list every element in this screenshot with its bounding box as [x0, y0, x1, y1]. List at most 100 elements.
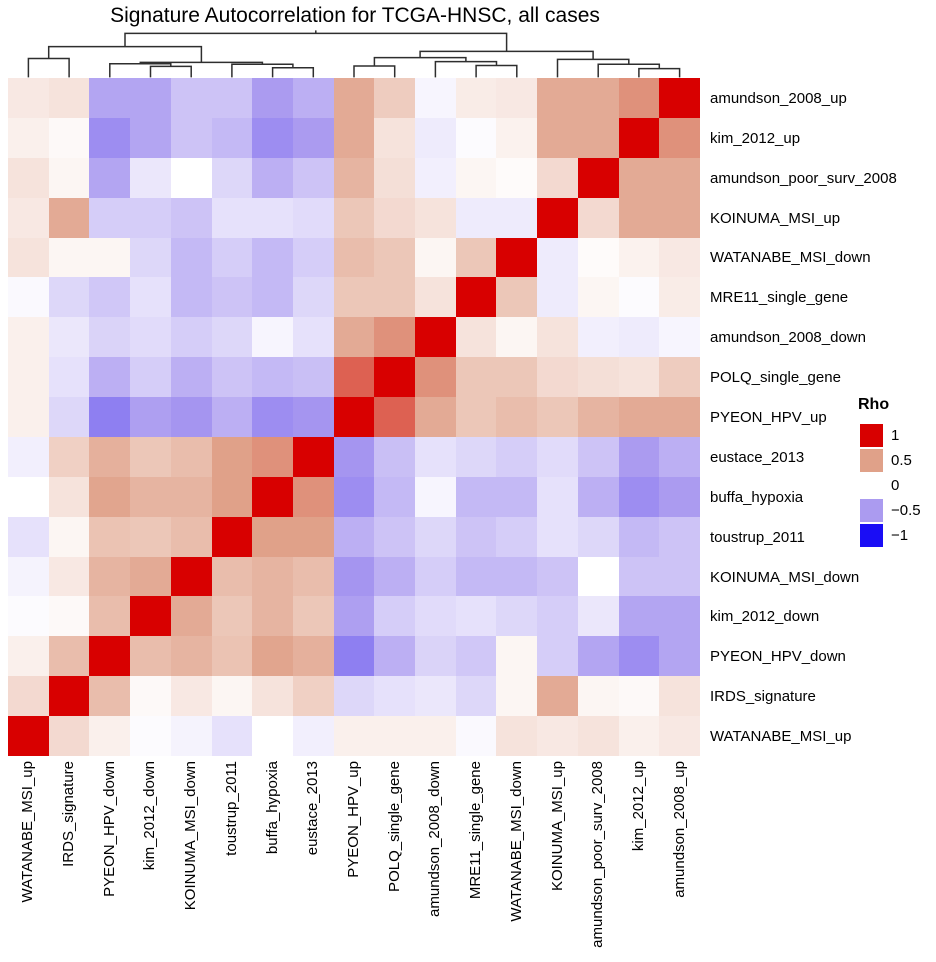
heatmap-cell	[537, 557, 578, 596]
column-label: KOINUMA_MSI_up	[549, 761, 566, 892]
column-label: KOINUMA_MSI_down	[182, 761, 199, 911]
heatmap-cell	[496, 158, 537, 198]
heatmap-cell	[619, 317, 659, 357]
heatmap-cell	[415, 158, 456, 198]
row-label: KOINUMA_MSI_up	[710, 210, 841, 227]
heatmap-cell	[8, 437, 49, 477]
heatmap-cell	[8, 596, 49, 636]
heatmap-cell	[212, 437, 252, 477]
heatmap-cell	[456, 397, 496, 437]
heatmap-cell	[456, 78, 496, 118]
heatmap-cell	[130, 437, 171, 477]
heatmap-cell	[456, 198, 496, 238]
heatmap-cell	[171, 198, 212, 238]
heatmap-cell	[456, 317, 496, 357]
heatmap-cell	[619, 78, 659, 118]
heatmap-cell	[130, 238, 171, 277]
heatmap-cell	[212, 198, 252, 238]
heatmap-cell	[8, 517, 49, 557]
heatmap-cell	[334, 517, 374, 557]
heatmap-cell	[334, 397, 374, 437]
heatmap-cell	[171, 277, 212, 317]
heatmap-cell	[171, 317, 212, 357]
heatmap-cell	[8, 676, 49, 716]
heatmap-cell	[171, 78, 212, 118]
legend-label: −0.5	[891, 502, 921, 519]
heatmap-cell	[212, 317, 252, 357]
heatmap-cell	[49, 198, 89, 238]
heatmap-cell	[496, 238, 537, 277]
heatmap-cell	[334, 437, 374, 477]
heatmap-cell	[130, 636, 171, 676]
column-label: POLQ_single_gene	[386, 761, 403, 892]
heatmap-cell	[293, 357, 334, 397]
heatmap-cell	[293, 397, 334, 437]
heatmap-cell	[89, 317, 130, 357]
heatmap-cell	[8, 158, 49, 198]
legend-swatch	[860, 424, 883, 447]
heatmap-cell	[89, 636, 130, 676]
heatmap-cell	[415, 277, 456, 317]
heatmap-cell	[456, 676, 496, 716]
heatmap-cell	[212, 357, 252, 397]
heatmap-cell	[293, 557, 334, 596]
heatmap-cell	[619, 397, 659, 437]
heatmap-cell	[89, 158, 130, 198]
heatmap-cell	[537, 596, 578, 636]
heatmap-cell	[415, 397, 456, 437]
heatmap-cell	[252, 437, 293, 477]
heatmap-cell	[293, 118, 334, 158]
heatmap-cell	[293, 198, 334, 238]
heatmap-cell	[496, 517, 537, 557]
heatmap-cell	[415, 636, 456, 676]
legend-entry: −0.5	[858, 498, 921, 523]
heatmap-cell	[252, 158, 293, 198]
heatmap-cell	[374, 238, 415, 277]
column-label: WATANABE_MSI_down	[508, 761, 525, 922]
heatmap-cell	[89, 277, 130, 317]
heatmap-cell	[89, 437, 130, 477]
heatmap-cell	[130, 477, 171, 517]
heatmap-cell	[578, 397, 619, 437]
heatmap-cell	[171, 596, 212, 636]
heatmap-cell	[374, 557, 415, 596]
heatmap-cell	[496, 277, 537, 317]
heatmap-cell	[8, 636, 49, 676]
legend-entry: 0.5	[858, 448, 912, 473]
column-label: PYEON_HPV_up	[345, 761, 362, 878]
heatmap-cell	[293, 277, 334, 317]
heatmap-cell	[537, 676, 578, 716]
heatmap-cell	[293, 437, 334, 477]
heatmap-cell	[212, 596, 252, 636]
heatmap-cell	[212, 238, 252, 277]
heatmap-cell	[293, 477, 334, 517]
heatmap-cell	[334, 636, 374, 676]
heatmap-cell	[537, 357, 578, 397]
legend-entries: 1 0.5 0 −0.5 −1	[858, 423, 921, 548]
heatmap-cell	[171, 437, 212, 477]
heatmap-cell	[334, 198, 374, 238]
heatmap-cell	[415, 477, 456, 517]
heatmap-cell	[130, 557, 171, 596]
heatmap-cell	[456, 437, 496, 477]
heatmap-cell	[496, 557, 537, 596]
heatmap-cell	[578, 517, 619, 557]
row-label: kim_2012_down	[710, 608, 820, 625]
heatmap-cell	[659, 716, 700, 756]
heatmap-cell	[8, 357, 49, 397]
legend-swatch	[860, 524, 883, 547]
heatmap-cell	[293, 636, 334, 676]
heatmap-cell	[212, 397, 252, 437]
column-label: amundson_2008_down	[426, 761, 443, 917]
heatmap-cell	[171, 118, 212, 158]
heatmap-cell	[130, 118, 171, 158]
heatmap-cell	[374, 158, 415, 198]
heatmap-cell	[415, 78, 456, 118]
heatmap-cell	[8, 716, 49, 756]
heatmap-cell	[89, 596, 130, 636]
column-label: kim_2012_up	[630, 761, 647, 852]
heatmap-cell	[8, 118, 49, 158]
heatmap-cell	[49, 78, 89, 118]
heatmap-cell	[334, 158, 374, 198]
